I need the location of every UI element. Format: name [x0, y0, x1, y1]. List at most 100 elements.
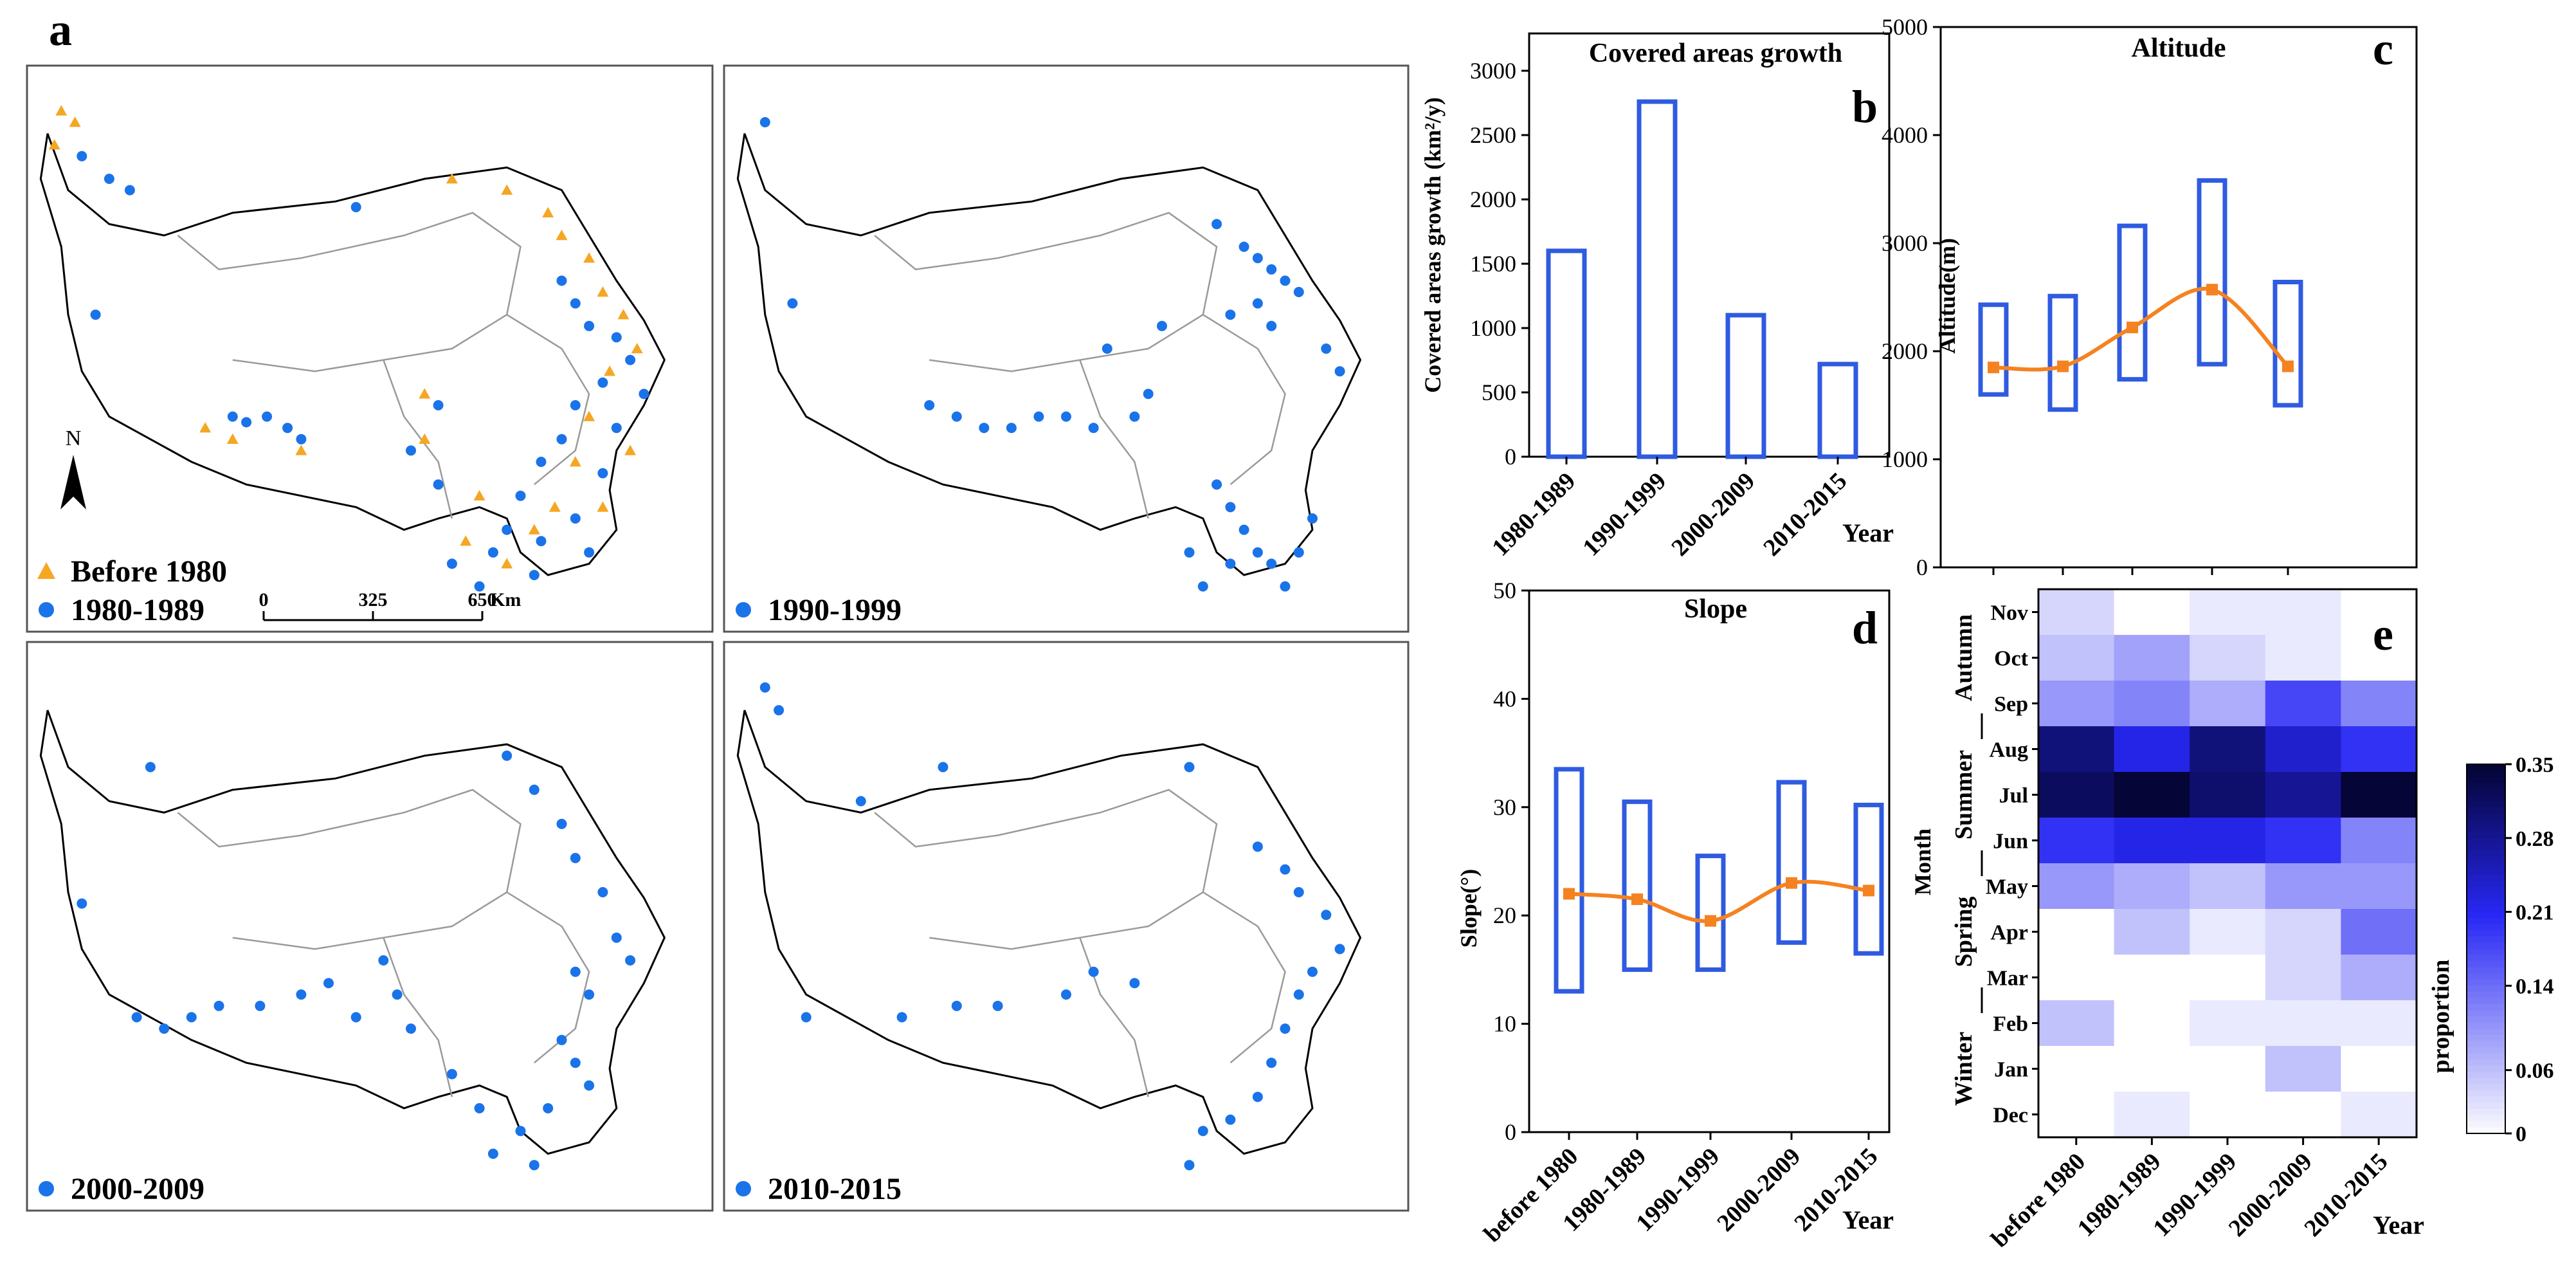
colorbar-step	[2467, 1115, 2505, 1122]
site-dot	[77, 151, 87, 161]
range-box	[1853, 802, 1884, 956]
heatmap-cell	[2114, 863, 2190, 910]
site-dot	[350, 202, 361, 212]
y-tick-label: 500	[1482, 380, 1516, 405]
panel-label-e: e	[2373, 609, 2393, 660]
site-dot	[159, 1023, 170, 1034]
site-dot	[1197, 581, 1208, 592]
y-tick-label: 3000	[1882, 230, 1928, 256]
colorbar-step	[2467, 936, 2505, 944]
bar	[1546, 248, 1587, 459]
site-dot	[896, 1012, 907, 1023]
month-label: Feb	[1993, 1012, 2028, 1036]
month-label: May	[1986, 875, 2028, 899]
site-dot	[1238, 241, 1249, 252]
province-border	[383, 937, 453, 1097]
heatmap-cell	[2341, 1000, 2417, 1047]
y-tick-label: 2000	[1882, 338, 1928, 364]
colorbar-step	[2467, 967, 2505, 975]
map-panel-4: 2010-2015	[723, 641, 1410, 1212]
site-dot	[611, 932, 622, 943]
site-dot	[323, 978, 334, 989]
x-tick-label: 1990-1999	[1577, 468, 1671, 562]
site-dot	[584, 547, 595, 558]
chart-b-ylabel: Covered areas growth (km²/y)	[1420, 97, 1446, 393]
month-label: Nov	[1990, 601, 2028, 625]
chart-d-slope: Slope d Slope(°) Year 0 10 20 30 40 50 before …	[1456, 578, 1894, 1247]
y-tick-label: 20	[1493, 902, 1516, 928]
heatmap-cell	[2190, 818, 2266, 864]
site-triangle	[597, 286, 609, 297]
site-dot	[992, 1000, 1003, 1011]
site-dot	[584, 320, 595, 331]
site-dot	[1143, 389, 1154, 399]
site-dot	[1252, 253, 1263, 264]
site-dot	[378, 955, 389, 966]
plateau-boundary	[736, 710, 1362, 1155]
y-tick-label: 2000	[1470, 187, 1516, 212]
month-label: Aug	[1990, 738, 2028, 762]
legend-dot	[736, 1181, 751, 1196]
colorbar-step	[2467, 1077, 2505, 1085]
site-dot	[759, 682, 770, 693]
site-triangle	[528, 524, 540, 535]
site-dot	[570, 298, 581, 309]
chart-d-ylabel: Slope(°)	[1456, 869, 1482, 948]
colorbar-step	[2467, 893, 2505, 901]
heatmap-cell	[2114, 909, 2190, 955]
chart-d-frame	[1528, 589, 1891, 1133]
heatmap-cell	[2114, 955, 2190, 1001]
colorbar-step	[2467, 949, 2505, 956]
site-dot	[1280, 864, 1291, 875]
colorbar-step	[2467, 942, 2505, 949]
heatmap-cell	[2190, 681, 2266, 727]
y-tick-label: 10	[1493, 1011, 1516, 1037]
site-dot	[350, 1012, 361, 1023]
site-triangle	[604, 365, 616, 376]
chart-b-xlabel: Year	[1842, 518, 1894, 547]
site-dot	[543, 1103, 554, 1113]
colorbar-step	[2467, 782, 2505, 790]
chart-c-title: Altitude	[2132, 33, 2226, 63]
colorbar-step	[2467, 776, 2505, 783]
colorbar-tick-label: 0.06	[2516, 1059, 2554, 1083]
heatmap-cell	[2114, 772, 2190, 818]
site-dot	[1321, 343, 1332, 354]
colorbar-step	[2467, 764, 2505, 771]
heatmap-cell	[2341, 955, 2417, 1001]
heatmap-cell	[2038, 1000, 2115, 1047]
site-dot	[1252, 1092, 1263, 1103]
mean-point	[1631, 893, 1643, 905]
range-box	[1776, 780, 1807, 945]
heatmap-cell	[2038, 589, 2115, 636]
colorbar-step	[2467, 844, 2505, 851]
y-tick-label: 0	[1505, 444, 1516, 470]
colorbar-step	[2467, 961, 2505, 968]
site-dot	[639, 389, 649, 399]
colorbar-step	[2467, 875, 2505, 882]
colorbar-step	[2467, 985, 2505, 993]
site-dot	[570, 966, 581, 977]
site-dot	[1129, 411, 1140, 422]
heatmap-cell	[2190, 726, 2266, 773]
mean-point	[1786, 877, 1797, 889]
site-dot	[801, 1012, 812, 1023]
site-dot	[241, 417, 252, 428]
y-tick-label: 0	[1505, 1119, 1516, 1145]
colorbar-step	[2467, 1103, 2505, 1110]
site-dot	[951, 1000, 962, 1011]
site-dot	[556, 818, 567, 829]
site-triangle	[617, 309, 630, 320]
heatmap-cell	[2038, 955, 2115, 1001]
province-border	[1079, 360, 1149, 519]
season-label: Spring	[1950, 897, 1977, 967]
x-tick-label: 1980-1989	[1487, 468, 1581, 562]
site-dot	[1266, 1058, 1277, 1068]
colorbar-step	[2467, 1108, 2505, 1116]
heatmap-cell	[2265, 955, 2341, 1001]
site-dot	[1211, 219, 1222, 230]
site-dot	[570, 513, 581, 524]
heatmap-cell	[2265, 681, 2341, 727]
heatmap-cell	[2114, 1092, 2190, 1138]
colorbar-step	[2467, 832, 2505, 839]
